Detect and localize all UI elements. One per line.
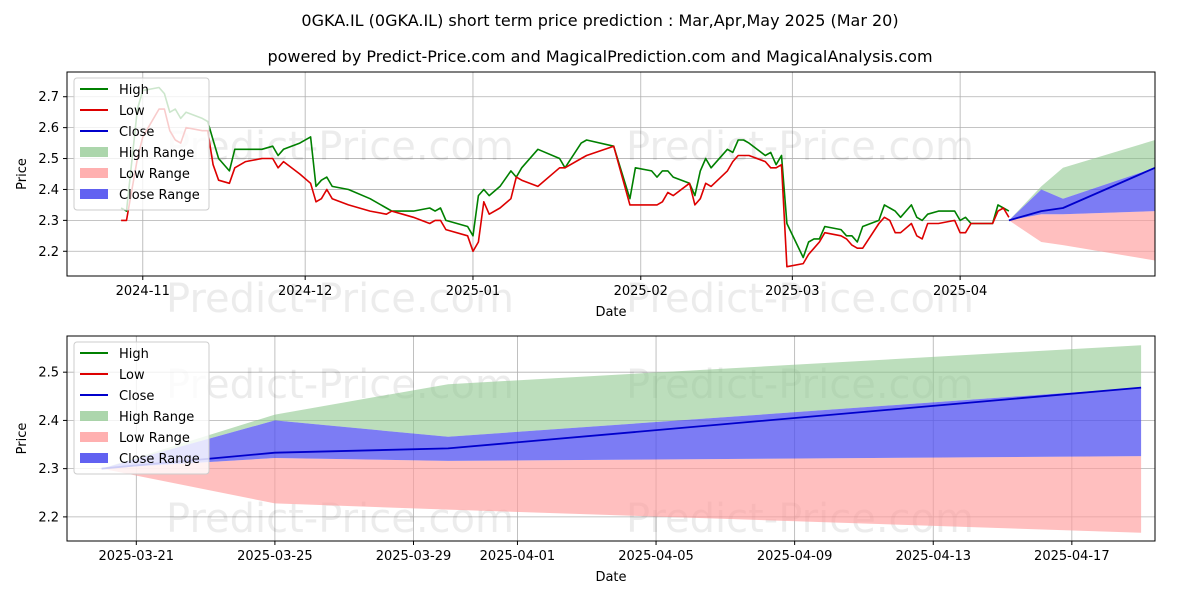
x-tick-label: 2025-03-29: [376, 549, 452, 564]
legend-label-high: High: [119, 347, 149, 362]
x-tick-label: 2024-11: [116, 284, 170, 299]
plot-area: [101, 345, 1142, 533]
tick-labels: 2025-03-21 2025-03-25 2025-03-29 2025-04-01…: [38, 366, 1109, 564]
y-tick-label: 2.3: [38, 462, 59, 477]
grid: [67, 72, 1155, 276]
high-range-band: [101, 345, 1142, 469]
legend-swatch-high-range: [80, 147, 108, 157]
y-tick-label: 2.4: [38, 414, 59, 429]
x-tick-label: 2025-01: [446, 284, 500, 299]
axes-frame: [66, 71, 1156, 277]
x-tick-label: 2025-02: [614, 284, 668, 299]
x-tick-label: 2025-04-01: [480, 549, 556, 564]
x-tick-label: 2025-03-25: [237, 549, 313, 564]
legend-label-low: Low: [119, 368, 145, 383]
legend-label-high-range: High Range: [119, 146, 194, 161]
watermark: Predict-Price.com Predict-Price.com Predic…: [166, 124, 974, 322]
legend-label-low-range: Low Range: [119, 431, 190, 446]
legend-swatch-low-range: [80, 432, 108, 442]
chart-subtitle: powered by Predict-Price.com and Magical…: [267, 47, 932, 66]
legend: High Low Close High Range Low Range Close Ran…: [73, 341, 210, 475]
close-range-band: [101, 387, 1142, 469]
legend-swatch-high-range: [80, 411, 108, 421]
x-tick-label: 2025-04: [933, 284, 987, 299]
close-series-line: [1008, 166, 1155, 222]
legend-swatch-low-range: [80, 168, 108, 178]
x-tick-label: 2025-04-09: [757, 549, 833, 564]
y-tick-label: 2.4: [38, 183, 59, 198]
x-tick-label: 2025-04-05: [618, 549, 694, 564]
watermark-text: Predict-Price.com: [166, 124, 514, 170]
legend-label-close-range: Close Range: [119, 452, 200, 467]
low-range-band: [1008, 211, 1155, 261]
bottom-panel: Predict-Price.comPredict-Price.comPredic…: [15, 335, 1156, 585]
x-axis-label: Date: [595, 570, 626, 585]
y-tick-label: 2.2: [38, 245, 59, 260]
legend-label-low: Low: [119, 104, 145, 119]
low-series-line: [121, 108, 1010, 268]
watermark-text: Predict-Price.com: [166, 276, 514, 322]
y-tick-label: 2.6: [38, 121, 59, 136]
x-tick-label: 2025-03: [765, 284, 819, 299]
watermark-text: Predict-Price.com: [626, 124, 974, 170]
axes-frame: [66, 335, 1156, 542]
y-tick-label: 2.5: [38, 366, 59, 381]
legend-label-close-range: Close Range: [119, 188, 200, 203]
chart-title: 0GKA.IL (0GKA.IL) short term price predi…: [301, 11, 898, 30]
legend-label-close: Close: [119, 125, 154, 140]
plot-area: [120, 86, 1155, 268]
y-tick-label: 2.3: [38, 214, 59, 229]
x-tick-label: 2025-04-17: [1034, 549, 1110, 564]
legend-swatch-close-range: [80, 189, 108, 199]
legend-label-close: Close: [119, 389, 154, 404]
x-tick-label: 2025-03-21: [99, 549, 175, 564]
tick-labels: 2024-11 2024-12 2025-01 2025-02 2025-03 2025-…: [38, 90, 987, 299]
close-range-band: [1008, 167, 1155, 221]
legend-label-high-range: High Range: [119, 410, 194, 425]
watermark-text: Predict-Price.com: [626, 276, 974, 322]
y-tick-label: 2.2: [38, 510, 59, 525]
legend-swatch-close-range: [80, 453, 108, 463]
y-axis-label: Price: [15, 158, 30, 190]
x-axis-label: Date: [595, 305, 626, 320]
x-tick-label: 2024-12: [278, 284, 332, 299]
high-series-line: [120, 86, 1010, 259]
legend-label-high: High: [119, 83, 149, 98]
low-range-band: [101, 456, 1142, 533]
y-tick-label: 2.5: [38, 152, 59, 167]
y-axis-label: Price: [15, 423, 30, 455]
legend: High Low Close High Range Low Range Close Ran…: [73, 77, 210, 211]
legend-label-low-range: Low Range: [119, 167, 190, 182]
x-tick-label: 2025-04-13: [895, 549, 971, 564]
high-range-band: [1008, 140, 1155, 221]
y-tick-label: 2.7: [38, 90, 59, 105]
top-panel: Predict-Price.com Predict-Price.com Predic…: [15, 71, 1156, 322]
